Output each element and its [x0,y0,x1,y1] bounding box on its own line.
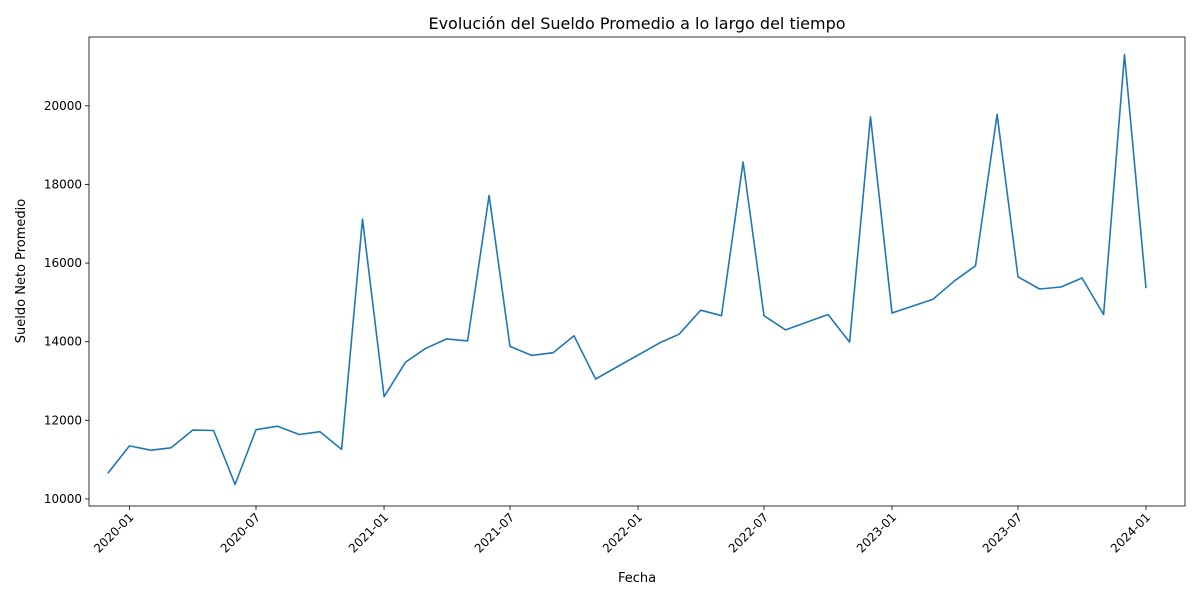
y-tick-label: 12000 [44,413,82,427]
x-axis-ticks: 2020-01 2020-07 2021-01 2021-07 2022-01 2022-… [91,506,1153,556]
x-tick-label: 2021-07 [472,510,517,555]
x-tick-label: 2022-07 [726,510,771,555]
x-tick-label: 2024-01 [1108,510,1153,555]
x-tick-label: 2023-01 [854,510,899,555]
y-tick-label: 18000 [44,177,82,191]
y-tick-label: 14000 [44,335,82,349]
series-line [107,53,1147,486]
x-tick-label: 2023-07 [980,510,1025,555]
y-tick-label: 20000 [44,99,82,113]
x-tick-label: 2020-07 [218,510,263,555]
chart-title: Evolución del Sueldo Promedio a lo largo… [428,14,845,33]
y-tick-label: 10000 [44,492,82,506]
y-axis-label: Sueldo Neto Promedio [14,199,29,343]
axes-frame [88,36,1186,507]
x-tick-label: 2021-01 [346,510,391,555]
x-axis-label: Fecha [618,571,656,586]
x-tick-label: 2022-01 [600,510,645,555]
y-axis-ticks: 10000 12000 14000 16000 18000 20000 [44,99,89,506]
x-tick-label: 2020-01 [91,510,136,555]
y-tick-label: 16000 [44,256,82,270]
